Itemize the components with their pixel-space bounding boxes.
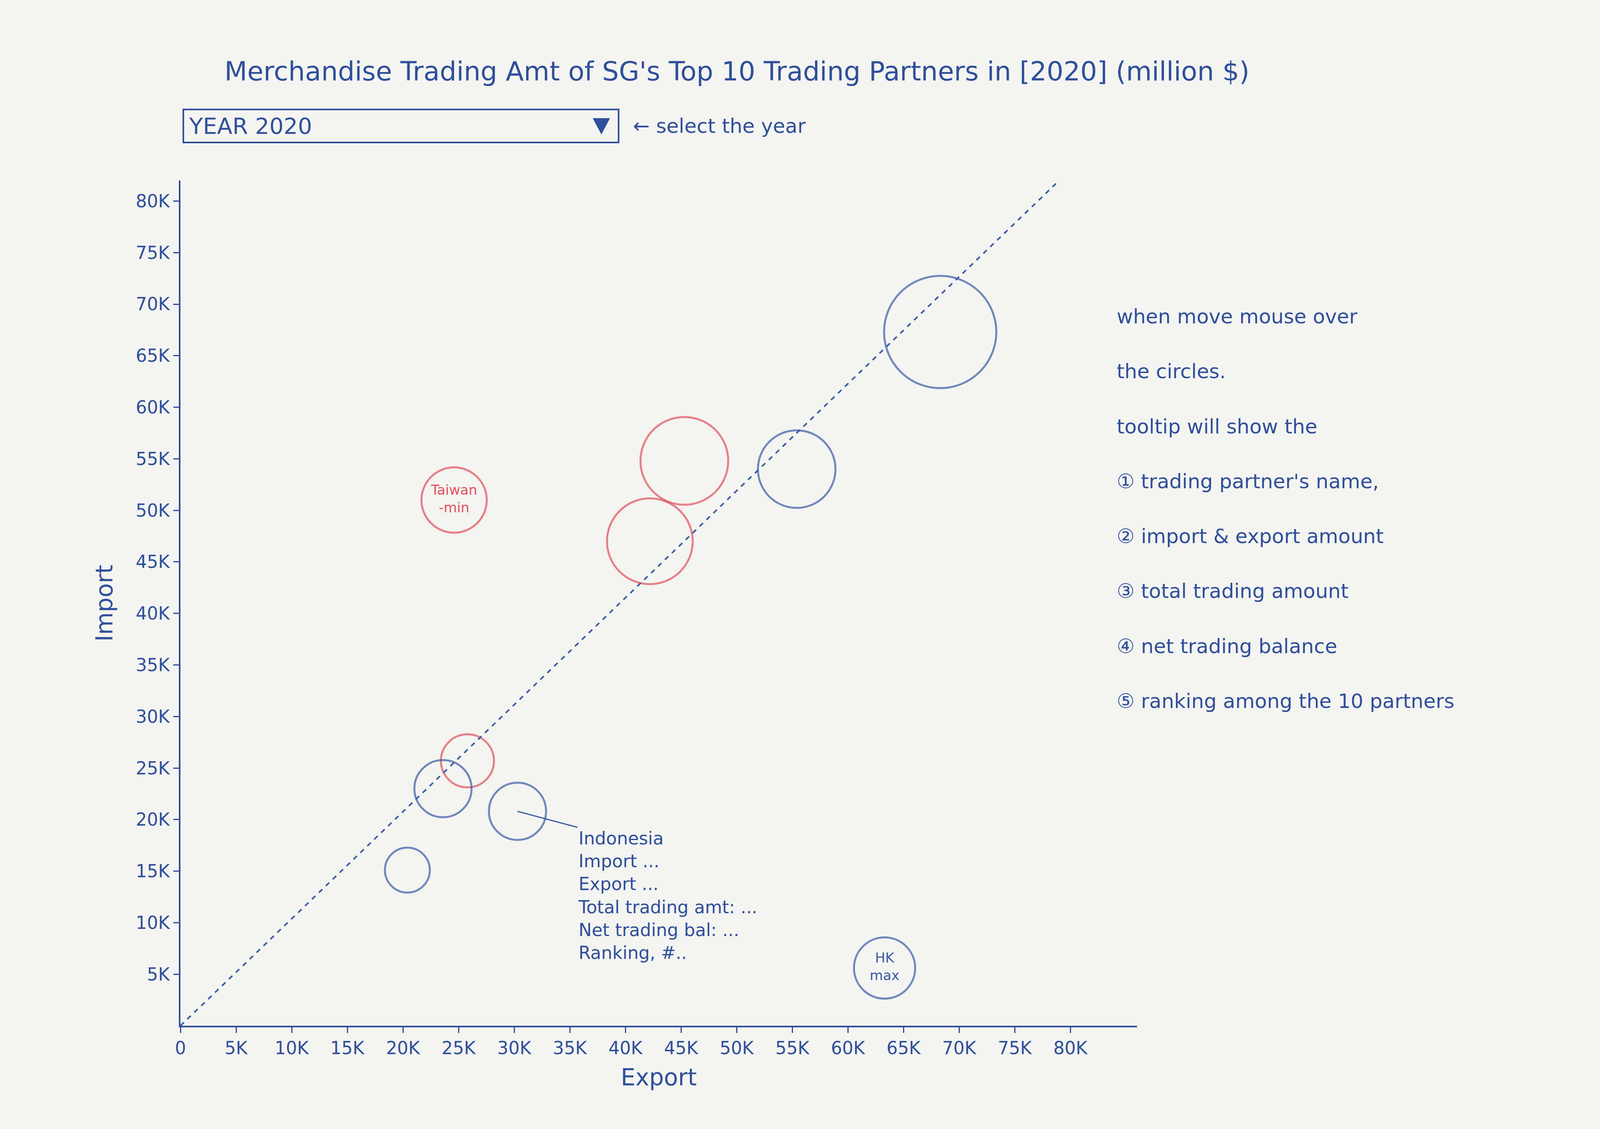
svg-text:the circles.: the circles. (1116, 359, 1226, 383)
svg-text:50K: 50K (135, 500, 171, 521)
svg-text:45K: 45K (664, 1037, 699, 1058)
svg-text:① trading partner's name,: ① trading partner's name, (1116, 469, 1379, 493)
svg-text:5K: 5K (224, 1037, 249, 1058)
svg-text:40K: 40K (608, 1037, 643, 1058)
svg-text:15K: 15K (135, 860, 171, 882)
svg-text:10K: 10K (274, 1037, 310, 1058)
svg-text:30K: 30K (135, 706, 171, 727)
svg-text:⑤ ranking among the 10 partner: ⑤ ranking among the 10 partners (1116, 689, 1455, 713)
svg-text:65K: 65K (135, 345, 171, 366)
svg-text:25K: 25K (441, 1037, 477, 1058)
svg-text:④ net trading balance: ④ net trading balance (1116, 634, 1338, 658)
svg-text:IndonesiaImport ...Export ...T: IndonesiaImport ...Export ...Total tradi… (578, 827, 758, 963)
svg-text:20K: 20K (386, 1037, 421, 1058)
svg-text:80K: 80K (135, 190, 171, 212)
svg-text:65K: 65K (886, 1037, 922, 1058)
svg-text:tooltip will show the: tooltip will show the (1116, 414, 1318, 439)
svg-text:55K: 55K (775, 1037, 810, 1058)
svg-text:HKmax: HKmax (869, 949, 900, 984)
svg-text:15K: 15K (330, 1037, 365, 1058)
svg-text:YEAR 2020: YEAR 2020 (188, 112, 313, 139)
svg-text:Export: Export (620, 1063, 697, 1091)
svg-text:Merchandise Trading Amt of SG': Merchandise Trading Amt of SG's Top 10 T… (224, 56, 1250, 87)
svg-text:70K: 70K (942, 1037, 977, 1058)
svg-text:when move mouse over: when move mouse over (1116, 304, 1358, 329)
svg-text:③ total trading amount: ③ total trading amount (1116, 579, 1349, 603)
svg-text:35K: 35K (552, 1037, 588, 1058)
svg-text:80K: 80K (1053, 1037, 1088, 1058)
svg-text:50K: 50K (719, 1037, 755, 1058)
svg-text:20K: 20K (135, 809, 171, 830)
svg-text:75K: 75K (135, 242, 171, 263)
svg-text:75K: 75K (997, 1037, 1033, 1058)
svg-text:Taiwan-min: Taiwan-min (430, 481, 478, 516)
svg-text:35K: 35K (135, 654, 171, 675)
svg-text:25K: 25K (135, 757, 171, 779)
svg-text:← select the year: ← select the year (632, 114, 806, 138)
svg-text:60K: 60K (135, 396, 171, 418)
svg-text:45K: 45K (135, 551, 171, 572)
svg-text:5K: 5K (146, 963, 171, 985)
svg-text:0: 0 (174, 1037, 187, 1058)
svg-text:② import & export amount: ② import & export amount (1116, 524, 1384, 548)
svg-text:10K: 10K (135, 912, 171, 933)
svg-text:70K: 70K (135, 293, 171, 315)
svg-text:30K: 30K (497, 1037, 532, 1058)
svg-text:Import: Import (90, 564, 119, 642)
svg-text:60K: 60K (831, 1037, 866, 1058)
svg-text:55K: 55K (135, 448, 171, 469)
svg-text:40K: 40K (135, 602, 171, 624)
